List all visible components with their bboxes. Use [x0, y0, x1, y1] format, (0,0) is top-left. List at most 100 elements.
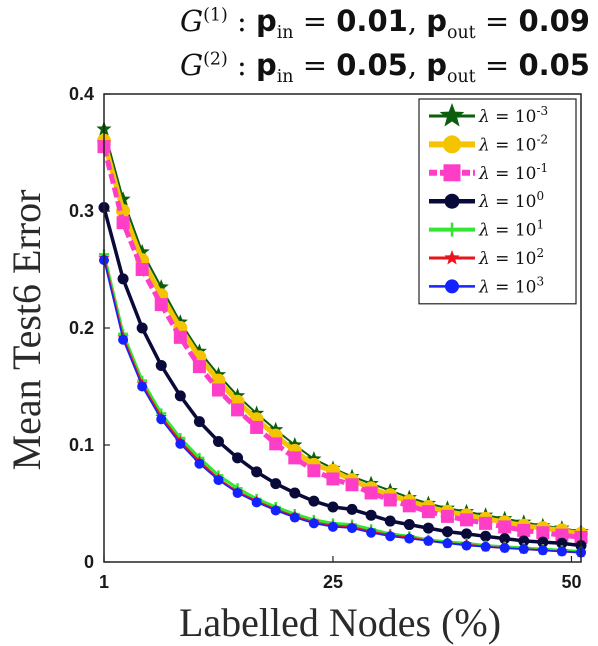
data-point — [307, 464, 321, 478]
data-point — [153, 279, 169, 294]
graph-superscript-2: (2) — [203, 49, 228, 70]
data-point — [117, 273, 129, 285]
data-point — [518, 544, 529, 555]
data-point — [135, 263, 149, 276]
data-point — [517, 523, 531, 537]
data-point — [327, 521, 338, 532]
legend-label: λ = 102 — [478, 246, 544, 269]
legend-swatch-marker — [444, 193, 460, 209]
data-point — [422, 522, 434, 534]
series-layer — [96, 121, 589, 558]
data-point — [115, 191, 131, 206]
data-point — [479, 516, 493, 530]
pout-label-1: p — [426, 4, 448, 38]
legend-entry: λ = 101 — [429, 218, 544, 241]
data-point — [250, 420, 264, 434]
data-point — [155, 359, 167, 371]
data-point — [480, 530, 492, 542]
data-point — [537, 545, 548, 556]
data-point — [118, 334, 129, 345]
data-point — [365, 509, 377, 521]
data-point — [499, 542, 510, 553]
data-point — [156, 414, 167, 425]
data-point — [366, 527, 377, 538]
data-point — [270, 478, 282, 490]
data-point — [289, 512, 300, 523]
y-axis-label: Mean Test6 Error — [4, 190, 49, 471]
data-point — [421, 505, 435, 519]
data-point — [251, 466, 263, 478]
legend-entry: λ = 103 — [429, 274, 544, 297]
data-point — [289, 487, 301, 499]
data-point — [174, 390, 186, 402]
series-4 — [98, 201, 587, 552]
legend-swatch-marker — [443, 135, 461, 154]
title-line-2: G(2) : pin = 0.05, pout = 0.05 — [179, 48, 590, 87]
graph-symbol-2: G — [179, 48, 204, 82]
data-point — [137, 381, 148, 392]
data-point — [193, 416, 205, 428]
data-point — [403, 519, 415, 531]
legend-entry: λ = 10-1 — [429, 161, 548, 184]
data-point — [212, 435, 224, 447]
pin-label-1: p — [255, 4, 277, 38]
legend-swatch-marker — [444, 250, 460, 265]
x-axis-label: Labelled Nodes (%) — [179, 600, 501, 645]
legend-entry: λ = 100 — [429, 189, 544, 212]
data-point — [556, 546, 567, 557]
pin-value-2: 0.05 — [336, 48, 408, 82]
y-tick-label: 0 — [84, 552, 94, 572]
legend-label: λ = 101 — [478, 218, 544, 241]
legend-swatch-marker — [445, 222, 459, 237]
data-point — [536, 526, 550, 540]
data-point — [385, 531, 396, 542]
pout-value-1: 0.09 — [518, 4, 590, 38]
data-point — [326, 472, 340, 486]
data-point — [442, 538, 453, 549]
legend-label: λ = 100 — [478, 189, 544, 212]
data-point — [402, 499, 416, 513]
data-point — [194, 458, 205, 469]
pin-sub-1: in — [276, 22, 294, 43]
legend-label: λ = 103 — [478, 274, 544, 297]
data-point — [441, 526, 453, 538]
pin-sub-2: in — [276, 66, 294, 87]
series-7 — [99, 255, 586, 558]
data-point — [308, 518, 319, 529]
data-point — [383, 493, 397, 507]
data-point — [213, 475, 224, 486]
legend-label: λ = 10-1 — [478, 161, 548, 184]
data-point — [269, 437, 283, 451]
legend-entry: λ = 10-2 — [429, 132, 548, 155]
graph-superscript-1: (1) — [203, 5, 228, 26]
legend-swatch-marker — [445, 279, 459, 294]
data-point — [556, 537, 568, 549]
y-tick-label: 0.2 — [69, 318, 94, 338]
data-point — [345, 478, 359, 492]
data-point — [499, 533, 511, 545]
legend-swatch-marker — [443, 164, 461, 182]
data-point — [498, 520, 512, 534]
data-point — [461, 540, 472, 551]
data-point — [461, 528, 473, 540]
data-point — [270, 505, 281, 516]
data-point — [423, 535, 434, 546]
x-tick-label: 25 — [323, 572, 343, 592]
data-point — [288, 451, 302, 465]
data-point — [537, 536, 549, 548]
data-point — [347, 523, 358, 534]
data-point — [440, 509, 454, 523]
data-point — [134, 243, 150, 259]
data-point — [175, 438, 186, 449]
legend-entry: λ = 10-3 — [429, 103, 548, 127]
data-point — [308, 495, 320, 507]
pin-value-1: 0.01 — [336, 4, 408, 38]
data-point — [192, 360, 206, 374]
data-point — [116, 216, 130, 230]
tick-layer: 0 0.1 0.2 0.3 0.4 1 25 50 — [69, 84, 582, 592]
data-point — [555, 528, 569, 542]
legend-swatch-marker — [439, 103, 465, 127]
data-point — [346, 503, 358, 515]
x-tick-label: 50 — [561, 572, 581, 592]
